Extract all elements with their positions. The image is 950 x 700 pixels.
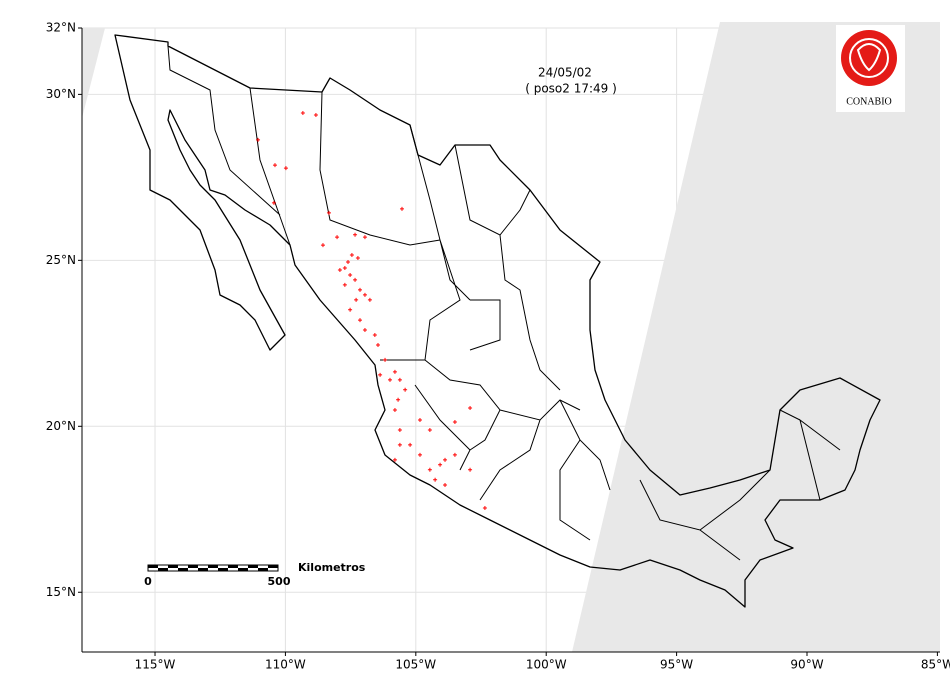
hotspot [326,210,331,215]
hotspot [383,357,388,362]
hotspot [271,200,276,205]
scale-label: Kilometros [298,561,366,574]
date: 24/05/02 [538,66,592,80]
hotspot [392,408,397,413]
hotspot [362,292,367,297]
y-tick-label: 15°N [46,585,76,599]
hotspot [349,253,354,258]
hotspot [392,369,397,374]
x-tick-label: 110°W [265,658,306,672]
hotspot [256,137,261,142]
hotspot [433,477,438,482]
scale-bar: 0 500 Kilometros [144,561,366,588]
hotspot [452,419,457,424]
hotspot [397,377,402,382]
x-tick-label: 105°W [395,658,436,672]
logo-emblem [856,43,882,72]
hotspot [335,235,340,240]
hotspot [320,243,325,248]
hotspot [272,163,277,168]
subtitle: ( poso2 17:49 ) [525,82,617,96]
hotspot [417,417,422,422]
hotspot [438,462,443,467]
x-tick-label: 85°W [921,658,950,672]
x-tick-label: 115°W [135,658,176,672]
x-tick-label: 95°W [660,658,693,672]
hotspot [283,166,288,171]
hotspot [300,110,305,115]
hotspot [346,260,351,264]
scale-tick-label: 500 [268,575,291,588]
hotspot [375,342,380,347]
country-outline [114,34,881,608]
logo-text: CONABIO [846,96,892,107]
hotspot [427,427,432,432]
y-tick-label: 32°N [46,21,76,35]
hotspot [355,256,360,261]
hotspot [397,427,402,432]
hotspot [353,277,358,282]
hotspot [397,442,402,447]
night-shade [572,22,940,652]
hotspot [468,467,473,472]
y-tick-label: 25°N [46,253,76,267]
hotspot [408,442,413,447]
hotspot [452,452,457,457]
state-borders [167,45,841,561]
hotspot [482,505,487,510]
hotspot [348,272,353,277]
hotspot [342,282,347,287]
hotspot [342,265,347,270]
hotspot [353,232,358,237]
hotspot [468,406,473,411]
night-shade [82,28,105,118]
hotspot [396,397,401,402]
y-tick-label: 30°N [46,87,76,101]
hotspot [362,235,367,240]
x-tick-label: 90°W [790,658,823,672]
hotspot [337,267,342,272]
hotspot [403,387,408,392]
hotspot [354,297,359,302]
hotspot [443,457,448,462]
hotspot [387,377,392,382]
hotspot [313,112,318,117]
hotspot [372,333,377,338]
hotspot [367,297,372,302]
hotspots [256,110,487,510]
hotspot [348,307,353,312]
hotspot [443,483,448,488]
hotspot [362,328,367,333]
hotspot [358,318,363,323]
hotspot [399,206,404,211]
scale-bar-segments [148,565,278,571]
hotspot [417,452,422,457]
scale-tick-label: 0 [144,575,152,588]
logo-emblem [849,38,889,78]
hotspot [378,372,383,377]
hotspot [358,287,363,292]
y-tick-label: 20°N [46,419,76,433]
hotspot [427,467,432,472]
x-tick-label: 100°W [526,658,567,672]
hotspot [392,457,397,462]
